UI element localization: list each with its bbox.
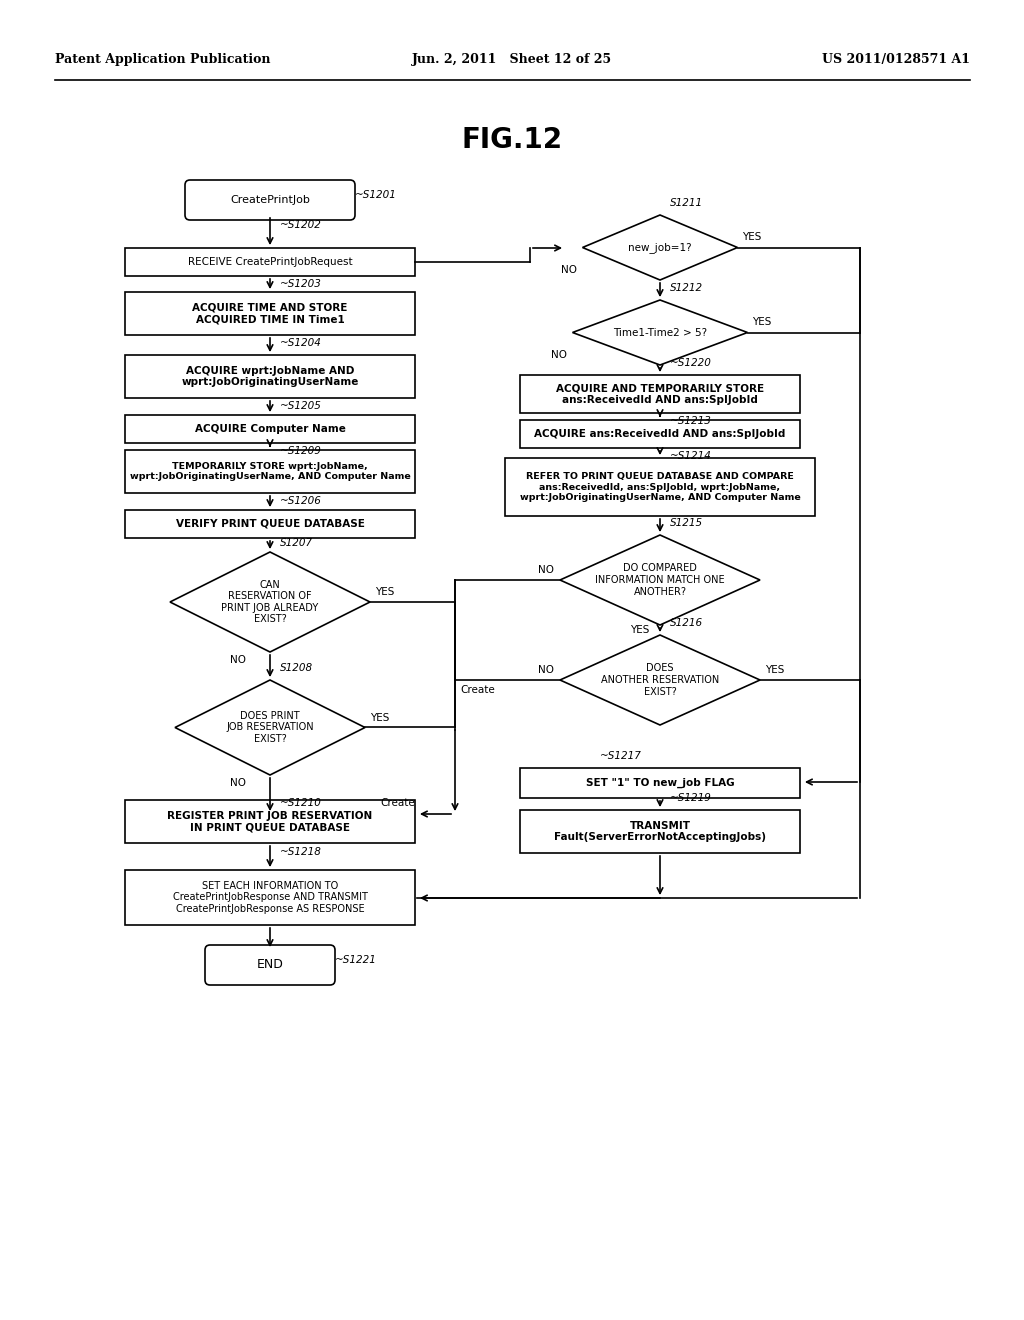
Text: ACQUIRE ans:ReceivedId AND ans:SpIJobId: ACQUIRE ans:ReceivedId AND ans:SpIJobId: [535, 429, 785, 440]
Polygon shape: [175, 680, 365, 775]
Text: ~S1214: ~S1214: [670, 451, 712, 461]
Text: CAN
RESERVATION OF
PRINT JOB ALREADY
EXIST?: CAN RESERVATION OF PRINT JOB ALREADY EXI…: [221, 579, 318, 624]
Text: ~S1205: ~S1205: [280, 401, 322, 411]
Text: ~S1204: ~S1204: [280, 338, 322, 348]
Text: YES: YES: [370, 713, 389, 723]
Text: DO COMPARED
INFORMATION MATCH ONE
ANOTHER?: DO COMPARED INFORMATION MATCH ONE ANOTHE…: [595, 564, 725, 597]
Text: YES: YES: [742, 232, 762, 242]
Text: NO: NO: [551, 350, 566, 360]
Text: ~S1221: ~S1221: [335, 954, 377, 965]
Text: Create: Create: [460, 685, 495, 696]
Text: NO: NO: [230, 777, 246, 788]
Text: ACQUIRE TIME AND STORE
ACQUIRED TIME IN Time1: ACQUIRE TIME AND STORE ACQUIRED TIME IN …: [193, 302, 348, 325]
FancyBboxPatch shape: [125, 248, 415, 276]
Text: YES: YES: [630, 624, 649, 635]
Text: S1211: S1211: [670, 198, 703, 209]
FancyBboxPatch shape: [520, 375, 800, 413]
Polygon shape: [560, 535, 760, 624]
Text: NO: NO: [230, 655, 246, 665]
Text: END: END: [257, 958, 284, 972]
Text: ~S1209: ~S1209: [280, 446, 322, 455]
Text: YES: YES: [753, 317, 772, 327]
FancyBboxPatch shape: [520, 420, 800, 447]
Text: ACQUIRE wprt:JobName AND
wprt:JobOriginatingUserName: ACQUIRE wprt:JobName AND wprt:JobOrigina…: [181, 366, 358, 387]
FancyBboxPatch shape: [185, 180, 355, 220]
Text: ~S1206: ~S1206: [280, 496, 322, 506]
Text: ~S1218: ~S1218: [280, 847, 322, 857]
Text: S1207: S1207: [280, 539, 313, 548]
Text: REGISTER PRINT JOB RESERVATION
IN PRINT QUEUE DATABASE: REGISTER PRINT JOB RESERVATION IN PRINT …: [167, 810, 373, 833]
Text: ~S1217: ~S1217: [600, 751, 642, 762]
Text: ~S1219: ~S1219: [670, 793, 712, 803]
Text: RECEIVE CreatePrintJobRequest: RECEIVE CreatePrintJobRequest: [187, 257, 352, 267]
Polygon shape: [572, 300, 748, 366]
Text: NO: NO: [538, 565, 554, 576]
Text: S1216: S1216: [670, 618, 703, 628]
Text: Jun. 2, 2011   Sheet 12 of 25: Jun. 2, 2011 Sheet 12 of 25: [412, 54, 612, 66]
Text: REFER TO PRINT QUEUE DATABASE AND COMPARE
ans:ReceivedId, ans:SpIJobId, wprt:Job: REFER TO PRINT QUEUE DATABASE AND COMPAR…: [519, 473, 801, 502]
FancyBboxPatch shape: [125, 450, 415, 492]
FancyBboxPatch shape: [520, 810, 800, 853]
FancyBboxPatch shape: [125, 800, 415, 843]
Text: CreatePrintJob: CreatePrintJob: [230, 195, 310, 205]
Text: DOES PRINT
JOB RESERVATION
EXIST?: DOES PRINT JOB RESERVATION EXIST?: [226, 711, 313, 744]
Polygon shape: [170, 552, 370, 652]
Text: Create: Create: [380, 799, 415, 808]
Text: FIG.12: FIG.12: [462, 125, 562, 154]
Text: S1208: S1208: [280, 663, 313, 673]
Text: ACQUIRE AND TEMPORARILY STORE
ans:ReceivedId AND ans:SpIJobId: ACQUIRE AND TEMPORARILY STORE ans:Receiv…: [556, 383, 764, 405]
Text: Time1-Time2 > 5?: Time1-Time2 > 5?: [613, 327, 707, 338]
Text: ~S1201: ~S1201: [355, 190, 397, 201]
Polygon shape: [560, 635, 760, 725]
Text: S1212: S1212: [670, 282, 703, 293]
Text: YES: YES: [375, 587, 394, 597]
Text: Patent Application Publication: Patent Application Publication: [55, 54, 270, 66]
FancyBboxPatch shape: [205, 945, 335, 985]
Text: US 2011/0128571 A1: US 2011/0128571 A1: [822, 54, 970, 66]
FancyBboxPatch shape: [125, 870, 415, 925]
Text: ACQUIRE Computer Name: ACQUIRE Computer Name: [195, 424, 345, 434]
Text: ~S1202: ~S1202: [280, 220, 322, 230]
FancyBboxPatch shape: [125, 292, 415, 335]
FancyBboxPatch shape: [520, 768, 800, 799]
FancyBboxPatch shape: [505, 458, 815, 516]
Text: S1215: S1215: [670, 517, 703, 528]
Text: VERIFY PRINT QUEUE DATABASE: VERIFY PRINT QUEUE DATABASE: [175, 519, 365, 529]
Text: TRANSMIT
Fault(ServerErrorNotAcceptingJobs): TRANSMIT Fault(ServerErrorNotAcceptingJo…: [554, 821, 766, 842]
Text: SET EACH INFORMATION TO
CreatePrintJobResponse AND TRANSMIT
CreatePrintJobRespon: SET EACH INFORMATION TO CreatePrintJobRe…: [173, 880, 368, 913]
Text: ~S1213: ~S1213: [670, 416, 712, 426]
Text: ~S1203: ~S1203: [280, 279, 322, 289]
FancyBboxPatch shape: [125, 355, 415, 399]
Text: SET "1" TO new_job FLAG: SET "1" TO new_job FLAG: [586, 777, 734, 788]
Text: TEMPORARILY STORE wprt:JobName,
wprt:JobOriginatingUserName, AND Computer Name: TEMPORARILY STORE wprt:JobName, wprt:Job…: [130, 462, 411, 482]
Polygon shape: [583, 215, 737, 280]
Text: new_job=1?: new_job=1?: [628, 242, 692, 253]
Text: ~S1210: ~S1210: [280, 799, 322, 808]
Text: NO: NO: [560, 265, 577, 275]
FancyBboxPatch shape: [125, 510, 415, 539]
FancyBboxPatch shape: [125, 414, 415, 444]
Text: YES: YES: [765, 665, 784, 675]
Text: ~S1220: ~S1220: [670, 358, 712, 368]
Text: DOES
ANOTHER RESERVATION
EXIST?: DOES ANOTHER RESERVATION EXIST?: [601, 664, 719, 697]
Text: NO: NO: [538, 665, 554, 675]
